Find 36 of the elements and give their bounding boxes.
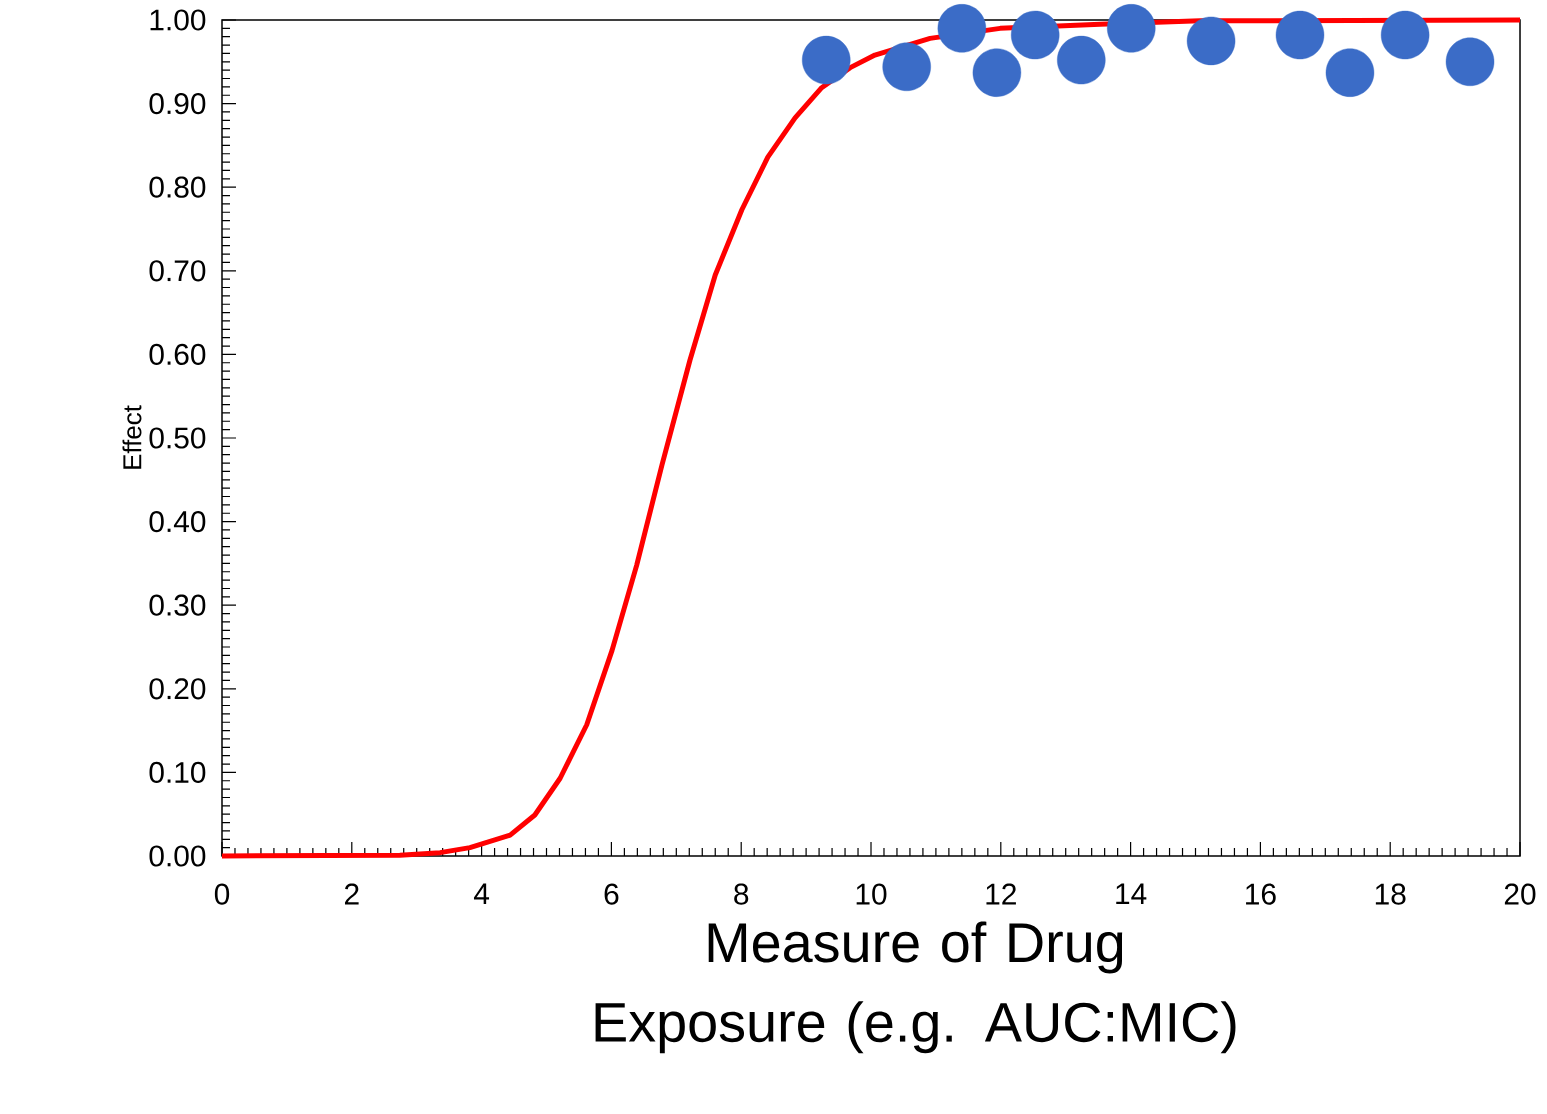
y-tick-label: 0.00	[149, 845, 206, 867]
y-tick-label: 0.70	[149, 260, 206, 282]
y-tick-label: 0.90	[149, 93, 206, 115]
x-axis-title: Measure of Drug Exposure (e.g. AUC:MIC)	[595, 921, 1236, 1054]
x-tick-label: 10	[856, 883, 887, 905]
y-tick-label: 1.00	[150, 9, 206, 31]
x-tick-label: 20	[1504, 883, 1536, 905]
y-axis-title: Effect	[122, 405, 142, 469]
y-tick-label: 0.60	[149, 343, 206, 365]
y-tick-label: 0.40	[149, 511, 206, 533]
point	[1275, 10, 1325, 60]
point	[972, 48, 1022, 97]
x-tick-label: 2	[344, 883, 359, 905]
x-tick-label: 0	[214, 883, 230, 905]
x-tick-label: 12	[986, 883, 1016, 905]
x-tick-label: 16	[1246, 883, 1276, 905]
y-tick-label: 0.80	[149, 176, 206, 198]
x-tick-label: 6	[604, 883, 619, 905]
point	[1011, 10, 1060, 60]
y-tick-label: 0.50	[149, 427, 206, 449]
point	[802, 35, 851, 85]
point	[1380, 10, 1430, 60]
x-tick-label: 18	[1375, 883, 1406, 905]
point	[1107, 4, 1156, 53]
y-tick-label: 0.30	[149, 594, 206, 616]
point	[882, 42, 931, 92]
y-tick-label: 0.20	[149, 678, 206, 700]
point	[1057, 35, 1106, 85]
x-tick-label: 8	[734, 883, 749, 905]
x-tick-label: 14	[1116, 883, 1147, 905]
point	[937, 4, 987, 53]
point	[1445, 37, 1495, 86]
point	[1325, 48, 1375, 97]
x-tick-label: 4	[473, 883, 490, 905]
point	[1186, 16, 1236, 66]
y-tick-label: 0.10	[149, 761, 206, 783]
